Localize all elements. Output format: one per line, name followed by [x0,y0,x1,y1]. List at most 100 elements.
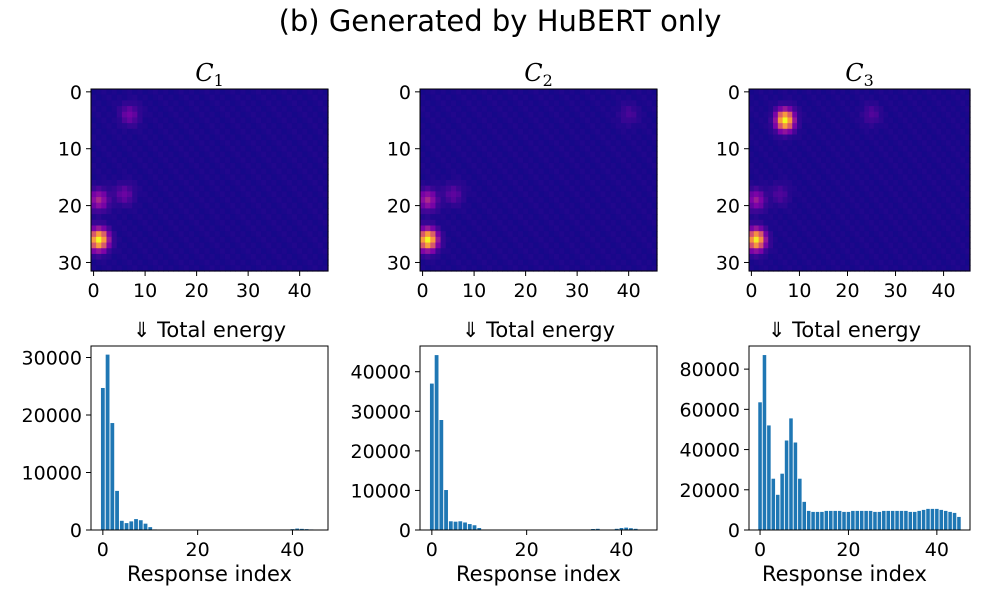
heatmap-cell [456,134,462,141]
heatmap-cell [286,145,293,153]
heatmap-cell [430,180,437,187]
heatmap-cell [553,231,560,238]
heatmap-cell [163,174,169,181]
heatmap-cell [605,111,612,119]
heatmap-cell [931,180,937,187]
heatmap-cell [626,106,632,113]
heatmap-cell [859,236,865,244]
heatmap-cell [574,191,581,198]
heatmap-cell [777,253,784,261]
heatmap-cell [96,140,102,147]
heatmap-cell [854,253,861,261]
heatmap-cell [456,208,462,215]
heatmap-cell [926,145,933,153]
heatmap-cell [152,168,159,175]
heatmap-cell [456,197,462,204]
heatmap-cell [912,185,918,192]
heatmap-cell [425,162,431,170]
bar [943,510,948,530]
heatmap-cell [261,157,267,164]
bar [908,511,913,530]
heatmap-cell [907,151,913,158]
heatmap-cell [420,236,426,244]
heatmap-cell [497,214,504,221]
x-tick-label: 20 [186,539,210,561]
heatmap-cell [199,145,205,153]
heatmap-cell [533,214,540,221]
heatmap-cell [835,162,841,170]
heatmap-cell [450,111,457,119]
heatmap-cell [921,117,928,124]
heatmap-cell [543,123,550,130]
heatmap-cell [91,191,97,198]
heatmap-cell [121,100,128,107]
heatmap-cell [641,253,648,261]
heatmap-cell [590,242,596,249]
heatmap-cell [307,89,314,96]
heatmap-cell [763,123,769,130]
heatmap-cell [763,242,769,249]
heatmap-cell [965,225,971,232]
heatmap-cell [183,242,190,249]
heatmap-cell [538,197,545,204]
heatmap-cell [476,185,483,192]
heatmap-cell [835,89,841,96]
heatmap-cell [816,236,822,244]
heatmap-cell [912,134,918,141]
heatmap-cell [926,208,933,215]
heatmap-cell [456,162,462,170]
heatmap-cell [574,100,581,107]
heatmap-cell [188,111,195,119]
bar [952,512,957,530]
heatmap-cell [753,208,760,215]
heatmap-cell [590,117,596,124]
heatmap-cell [183,140,190,147]
heatmap-cell [224,197,231,204]
heatmap-cell [753,168,760,175]
heatmap-cell [835,100,841,107]
heatmap-cell [768,219,774,227]
heatmap-cell [183,225,190,232]
heatmap-cell [825,248,832,255]
heatmap-cell [816,265,822,272]
heatmap-cell [106,253,113,261]
heatmap-cell [163,106,169,113]
heatmap-cell [610,100,617,107]
heatmap-cell [811,106,817,113]
heatmap-cell [854,236,861,244]
heatmap-cell [533,89,540,96]
heatmap-cell [142,180,149,187]
heatmap-cell [183,208,190,215]
heatmap-cell [768,208,774,215]
heatmap-cell [646,259,653,266]
heatmap-cell [91,157,97,164]
heatmap-cell [137,265,144,272]
heatmap-cell [917,100,923,107]
heatmap-cell [646,128,653,136]
heatmap-cell [897,236,904,244]
heatmap-cell [869,248,875,255]
heatmap-cell [636,185,643,192]
heatmap-cell [528,94,534,101]
heatmap-cell [543,191,550,198]
heatmap-cell [753,94,760,101]
heatmap-cell [825,219,832,227]
heatmap-cell [420,219,426,227]
heatmap-cell [559,100,565,107]
heatmap-cell [626,94,632,101]
heatmap-cell [835,185,841,192]
heatmap-cell [912,265,918,272]
bar [833,510,837,530]
heatmap-cell [497,145,504,153]
heatmap-cell [250,236,257,244]
heatmap-cell [651,214,658,221]
heatmap-cell [600,117,607,124]
heatmap-cell [782,191,789,198]
heatmap-cell [528,145,534,153]
heatmap-cell [636,236,643,244]
heatmap-cell [950,208,957,215]
heatmap-cell [281,106,288,113]
heatmap-cell [523,134,529,141]
heatmap-cell [782,242,789,249]
heatmap-cell [250,202,257,210]
